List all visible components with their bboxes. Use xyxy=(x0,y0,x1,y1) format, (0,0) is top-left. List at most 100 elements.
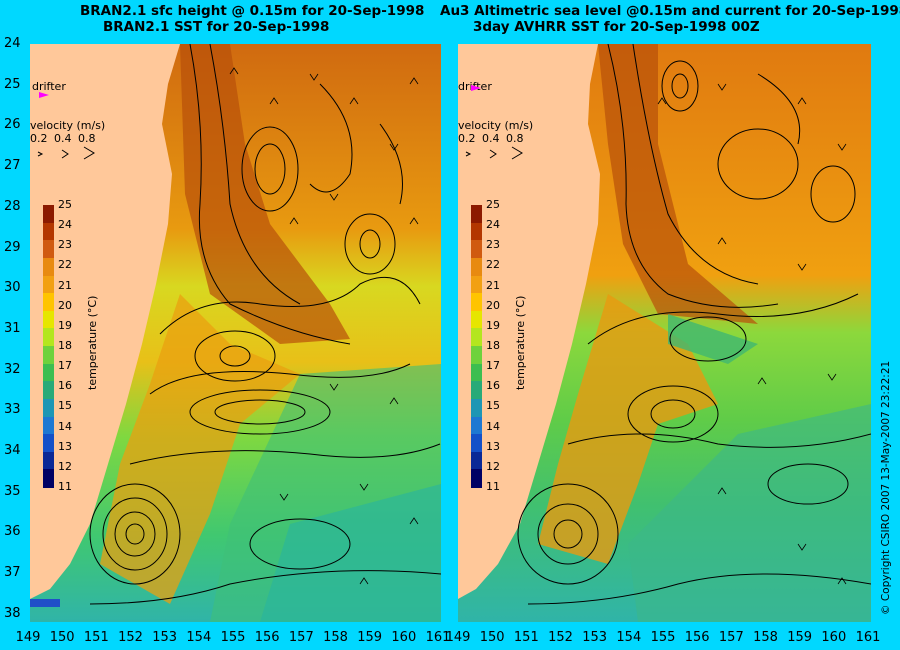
x-tick-label: 152 xyxy=(118,630,143,645)
colorbar-tick-label: 17 xyxy=(58,359,72,373)
colorbar-tick-label: 20 xyxy=(486,298,500,312)
x-tick-label: 157 xyxy=(718,630,744,645)
colorbar-tick-label: 18 xyxy=(486,339,500,352)
left-velocity-scale-1: 0.2 xyxy=(30,132,48,145)
y-tick-label: 34 xyxy=(4,443,21,458)
colorbar-tick-label: 11 xyxy=(58,480,72,493)
colorbar-swatch xyxy=(471,205,482,224)
x-tick-label: 157 xyxy=(288,630,314,645)
colorbar-tick-label: 22 xyxy=(486,258,500,272)
colorbar-swatch xyxy=(43,275,54,294)
x-tick-label: 156 xyxy=(254,630,280,645)
x-tick-label: 149 xyxy=(15,630,41,645)
right-colorbar xyxy=(471,205,482,488)
right-drifter-marker xyxy=(471,85,481,91)
left-colorbar xyxy=(43,205,54,488)
colorbar-tick-label: 19 xyxy=(58,318,72,332)
x-tick-label: 155 xyxy=(650,630,676,645)
colorbar-swatch xyxy=(43,328,54,347)
colorbar-swatch xyxy=(471,416,482,435)
left-map-panel xyxy=(30,44,441,622)
x-tick-label: 150 xyxy=(479,630,505,645)
colorbar-tick-label: 12 xyxy=(58,459,72,473)
x-tick-label: 158 xyxy=(753,630,778,645)
colorbar-swatch xyxy=(43,346,54,365)
colorbar-swatch xyxy=(471,469,482,488)
colorbar-swatch xyxy=(471,363,482,382)
left-velocity-arrow-keys xyxy=(37,146,95,160)
colorbar-tick-label: 16 xyxy=(486,379,500,393)
colorbar-swatch xyxy=(43,257,54,276)
colorbar-tick-label: 17 xyxy=(486,359,500,373)
colorbar-swatch xyxy=(43,293,54,312)
y-tick-label: 28 xyxy=(4,198,21,214)
x-tick-label: 156 xyxy=(684,630,710,645)
colorbar-swatch xyxy=(43,416,54,435)
x-tick-label: 151 xyxy=(513,630,539,645)
x-tick-label: 155 xyxy=(220,630,246,645)
colorbar-swatch xyxy=(43,240,54,259)
left-title-line2: BRAN2.1 SST for 20-Sep-1998 xyxy=(103,19,330,35)
colorbar-tick-label: 21 xyxy=(486,278,500,292)
left-drifter-label: drifter xyxy=(32,80,66,93)
right-title-line1: Au3 Altimetric sea level @0.15m and curr… xyxy=(440,3,900,19)
y-tick-label: 32 xyxy=(4,361,21,377)
x-tick-label: 149 xyxy=(445,630,471,645)
x-tick-label: 161 xyxy=(425,630,451,645)
colorbar-swatch xyxy=(471,381,482,400)
colorbar-swatch xyxy=(43,451,54,470)
y-tick-label: 37 xyxy=(4,565,21,581)
y-tick-label: 29 xyxy=(4,239,21,255)
colorbar-tick-label: 25 xyxy=(486,198,500,211)
colorbar-tick-label: 24 xyxy=(58,218,72,232)
y-tick-label: 26 xyxy=(4,117,21,133)
colorbar-swatch xyxy=(471,293,482,312)
left-velocity-scale-2: 0.4 xyxy=(54,132,72,145)
colorbar-tick-label: 12 xyxy=(486,459,500,473)
right-velocity-arrows xyxy=(657,83,847,585)
colorbar-swatch xyxy=(43,381,54,400)
colorbar-tick-label: 18 xyxy=(58,339,72,352)
y-tick-label: 30 xyxy=(4,280,21,296)
colorbar-tick-label: 23 xyxy=(58,238,72,252)
colorbar-swatch xyxy=(471,275,482,294)
colorbar-tick-label: 11 xyxy=(486,480,500,493)
colorbar-swatch xyxy=(43,434,54,453)
colorbar-swatch xyxy=(471,398,482,417)
y-tick-label: 35 xyxy=(4,483,21,499)
y-tick-label: 24 xyxy=(4,36,21,51)
right-velocity-label: velocity (m/s) xyxy=(458,119,534,132)
colorbar-swatch xyxy=(471,434,482,453)
right-sst-map xyxy=(458,44,871,622)
x-tick-label: 158 xyxy=(323,630,348,645)
left-title-line1: BRAN2.1 sfc height @ 0.15m for 20-Sep-19… xyxy=(80,3,425,19)
colorbar-swatch xyxy=(471,451,482,470)
colorbar-swatch xyxy=(471,222,482,241)
right-velocity-arrow-keys xyxy=(465,146,523,160)
colorbar-tick-label: 14 xyxy=(486,419,500,433)
left-velocity-scale-3: 0.8 xyxy=(78,132,96,145)
x-tick-label: 159 xyxy=(787,630,813,645)
colorbar-swatch xyxy=(471,328,482,347)
colorbar-tick-label: 24 xyxy=(486,218,500,232)
colorbar-tick-label: 13 xyxy=(486,439,500,453)
colorbar-swatch xyxy=(471,346,482,365)
colorbar-tick-label: 13 xyxy=(58,439,72,453)
x-tick-label: 154 xyxy=(186,630,212,645)
left-sst-map xyxy=(30,44,441,622)
colorbar-swatch xyxy=(43,222,54,241)
y-tick-label: 33 xyxy=(4,402,21,418)
colorbar-swatch xyxy=(43,363,54,382)
colorbar-swatch xyxy=(471,310,482,329)
colorbar-tick-label: 15 xyxy=(486,399,500,413)
x-tick-label: 151 xyxy=(83,630,109,645)
colorbar-swatch xyxy=(43,205,54,224)
right-colorbar-title: temperature (°C) xyxy=(514,295,527,390)
y-tick-label: 38 xyxy=(4,605,21,621)
colorbar-tick-label: 15 xyxy=(58,399,72,413)
colorbar-swatch xyxy=(43,310,54,329)
colorbar-tick-label: 23 xyxy=(486,238,500,252)
left-velocity-arrows xyxy=(229,67,419,585)
right-velocity-scale-3: 0.8 xyxy=(506,132,524,145)
left-drifter-marker xyxy=(39,92,49,98)
